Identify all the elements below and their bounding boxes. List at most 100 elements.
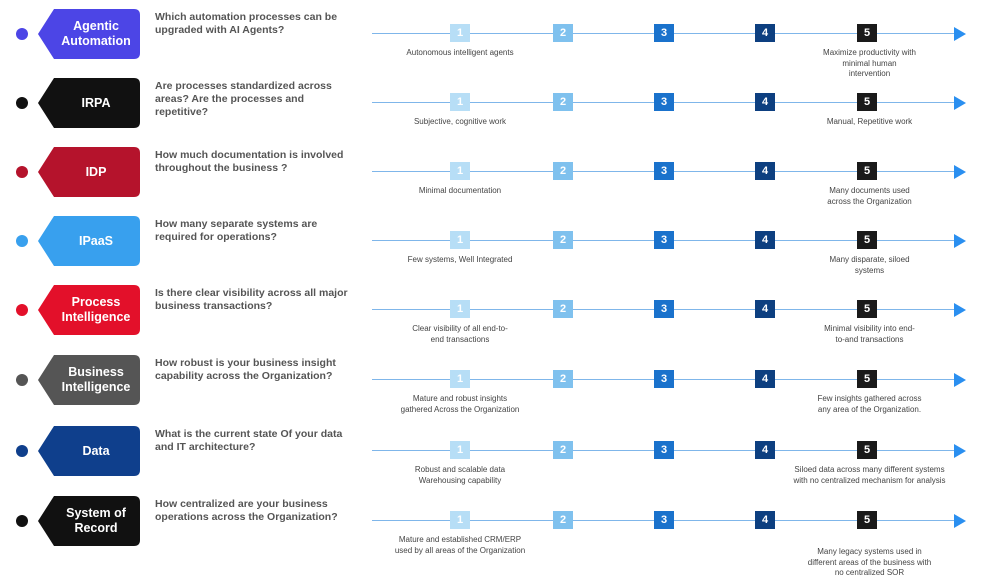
high-end-description: Maximize productivity with minimal human… <box>823 48 916 78</box>
category-tag-shape <box>38 9 140 59</box>
category-label: IDP <box>85 164 107 179</box>
scale-arrow-icon <box>954 96 966 110</box>
step-2-box: 2 <box>553 300 573 318</box>
step-3-box: 3 <box>654 441 674 459</box>
step-1-box: 1 <box>450 162 470 180</box>
step-1-box: 1 <box>450 93 470 111</box>
category-tag-shape <box>38 285 140 335</box>
category-tag: Data <box>38 426 140 476</box>
scale-arrow-icon <box>954 514 966 528</box>
step-3-box: 3 <box>654 93 674 111</box>
step-2-box: 2 <box>553 24 573 42</box>
step-5-box: 5 <box>857 441 877 459</box>
low-end-description: Robust and scalable data Warehousing cap… <box>414 465 506 485</box>
step-1-box: 1 <box>450 441 470 459</box>
step-1-box: 1 <box>450 24 470 42</box>
high-end-description: Many documents used across the Organizat… <box>827 186 912 206</box>
step-3-box: 3 <box>654 511 674 529</box>
step-2-box: 2 <box>553 231 573 249</box>
assessment-question: How much documentation is involved throu… <box>155 149 344 174</box>
category-tag-shape <box>38 355 140 405</box>
high-end-description: Many legacy systems used in different ar… <box>807 547 932 575</box>
step-4-box: 4 <box>755 300 775 318</box>
low-end-description: Few systems, Well Integrated <box>407 255 513 264</box>
assessment-question: Are processes standardized across areas?… <box>155 80 332 118</box>
step-2-box: 2 <box>553 162 573 180</box>
step-1-box: 1 <box>450 511 470 529</box>
step-3-box: 3 <box>654 300 674 318</box>
row-bullet <box>16 374 28 386</box>
scale-row: IPaaS How many separate systems are requ… <box>0 216 988 288</box>
scale-arrow-icon <box>954 373 966 387</box>
step-4-box: 4 <box>755 511 775 529</box>
row-bullet <box>16 445 28 457</box>
row-bullet <box>16 515 28 527</box>
high-end-description: Manual, Repetitive work <box>826 117 913 126</box>
category-label: Agentic Automation <box>61 19 131 48</box>
step-5-box: 5 <box>857 370 877 388</box>
category-label: IRPA <box>81 95 111 110</box>
step-4-box: 4 <box>755 370 775 388</box>
scale-row: IDP How much documentation is involved t… <box>0 147 988 219</box>
step-4-box: 4 <box>755 441 775 459</box>
high-end-description: Few insights gathered across any area of… <box>817 394 922 414</box>
row-bullet <box>16 28 28 40</box>
step-4-box: 4 <box>755 24 775 42</box>
step-2-box: 2 <box>553 370 573 388</box>
scale-row: Business Intelligence How robust is your… <box>0 355 988 427</box>
category-tag: IRPA <box>38 78 140 128</box>
category-tag: Agentic Automation <box>38 9 140 59</box>
assessment-question: What is the current state Of your data a… <box>155 428 343 453</box>
scale-arrow-icon <box>954 444 966 458</box>
assessment-question: How centralized are your business operat… <box>155 498 338 523</box>
high-end-description: Siloed data across many different system… <box>793 465 946 485</box>
step-1-box: 1 <box>450 300 470 318</box>
step-5-box: 5 <box>857 162 877 180</box>
low-end-description: Mature and established CRM/ERP used by a… <box>394 535 526 555</box>
low-end-description: Minimal documentation <box>418 186 502 195</box>
step-2-box: 2 <box>553 441 573 459</box>
scale-row: Data What is the current state Of your d… <box>0 426 988 498</box>
high-end-description: Minimal visibility into end- to-and tran… <box>824 324 915 344</box>
high-end-description: Many disparate, siloed systems <box>829 255 910 275</box>
low-end-description: Mature and robust insights gathered Acro… <box>400 394 520 414</box>
step-1-box: 1 <box>450 231 470 249</box>
category-label: Process Intelligence <box>61 295 131 324</box>
category-tag-shape <box>38 216 140 266</box>
row-bullet <box>16 235 28 247</box>
category-tag: System of Record <box>38 496 140 546</box>
step-1-box: 1 <box>450 370 470 388</box>
step-3-box: 3 <box>654 231 674 249</box>
assessment-question: How many separate systems are required f… <box>155 218 318 243</box>
category-tag: Process Intelligence <box>38 285 140 335</box>
category-label: Data <box>82 443 110 458</box>
row-bullet <box>16 166 28 178</box>
category-tag-shape <box>38 147 140 197</box>
assessment-question: Is there clear visibility across all maj… <box>155 287 348 312</box>
low-end-description: Autonomous intelligent agents <box>406 48 514 57</box>
category-label: Business Intelligence <box>61 365 131 394</box>
scale-row: IRPA Are processes standardized across a… <box>0 78 988 150</box>
scale-arrow-icon <box>954 27 966 41</box>
step-5-box: 5 <box>857 93 877 111</box>
step-5-box: 5 <box>857 231 877 249</box>
step-4-box: 4 <box>755 231 775 249</box>
step-3-box: 3 <box>654 162 674 180</box>
step-4-box: 4 <box>755 93 775 111</box>
category-tag-shape <box>38 78 140 128</box>
step-5-box: 5 <box>857 24 877 42</box>
assessment-question: How robust is your business insight capa… <box>155 357 336 382</box>
step-3-box: 3 <box>654 24 674 42</box>
row-bullet <box>16 304 28 316</box>
assessment-question: Which automation processes can be upgrad… <box>155 11 338 36</box>
row-bullet <box>16 97 28 109</box>
scale-arrow-icon <box>954 234 966 248</box>
step-2-box: 2 <box>553 93 573 111</box>
step-2-box: 2 <box>553 511 573 529</box>
step-5-box: 5 <box>857 511 877 529</box>
category-tag: IPaaS <box>38 216 140 266</box>
category-tag-shape <box>38 496 140 546</box>
step-4-box: 4 <box>755 162 775 180</box>
low-end-description: Subjective, cognitive work <box>413 117 507 126</box>
scale-row: Process Intelligence Is there clear visi… <box>0 285 988 357</box>
